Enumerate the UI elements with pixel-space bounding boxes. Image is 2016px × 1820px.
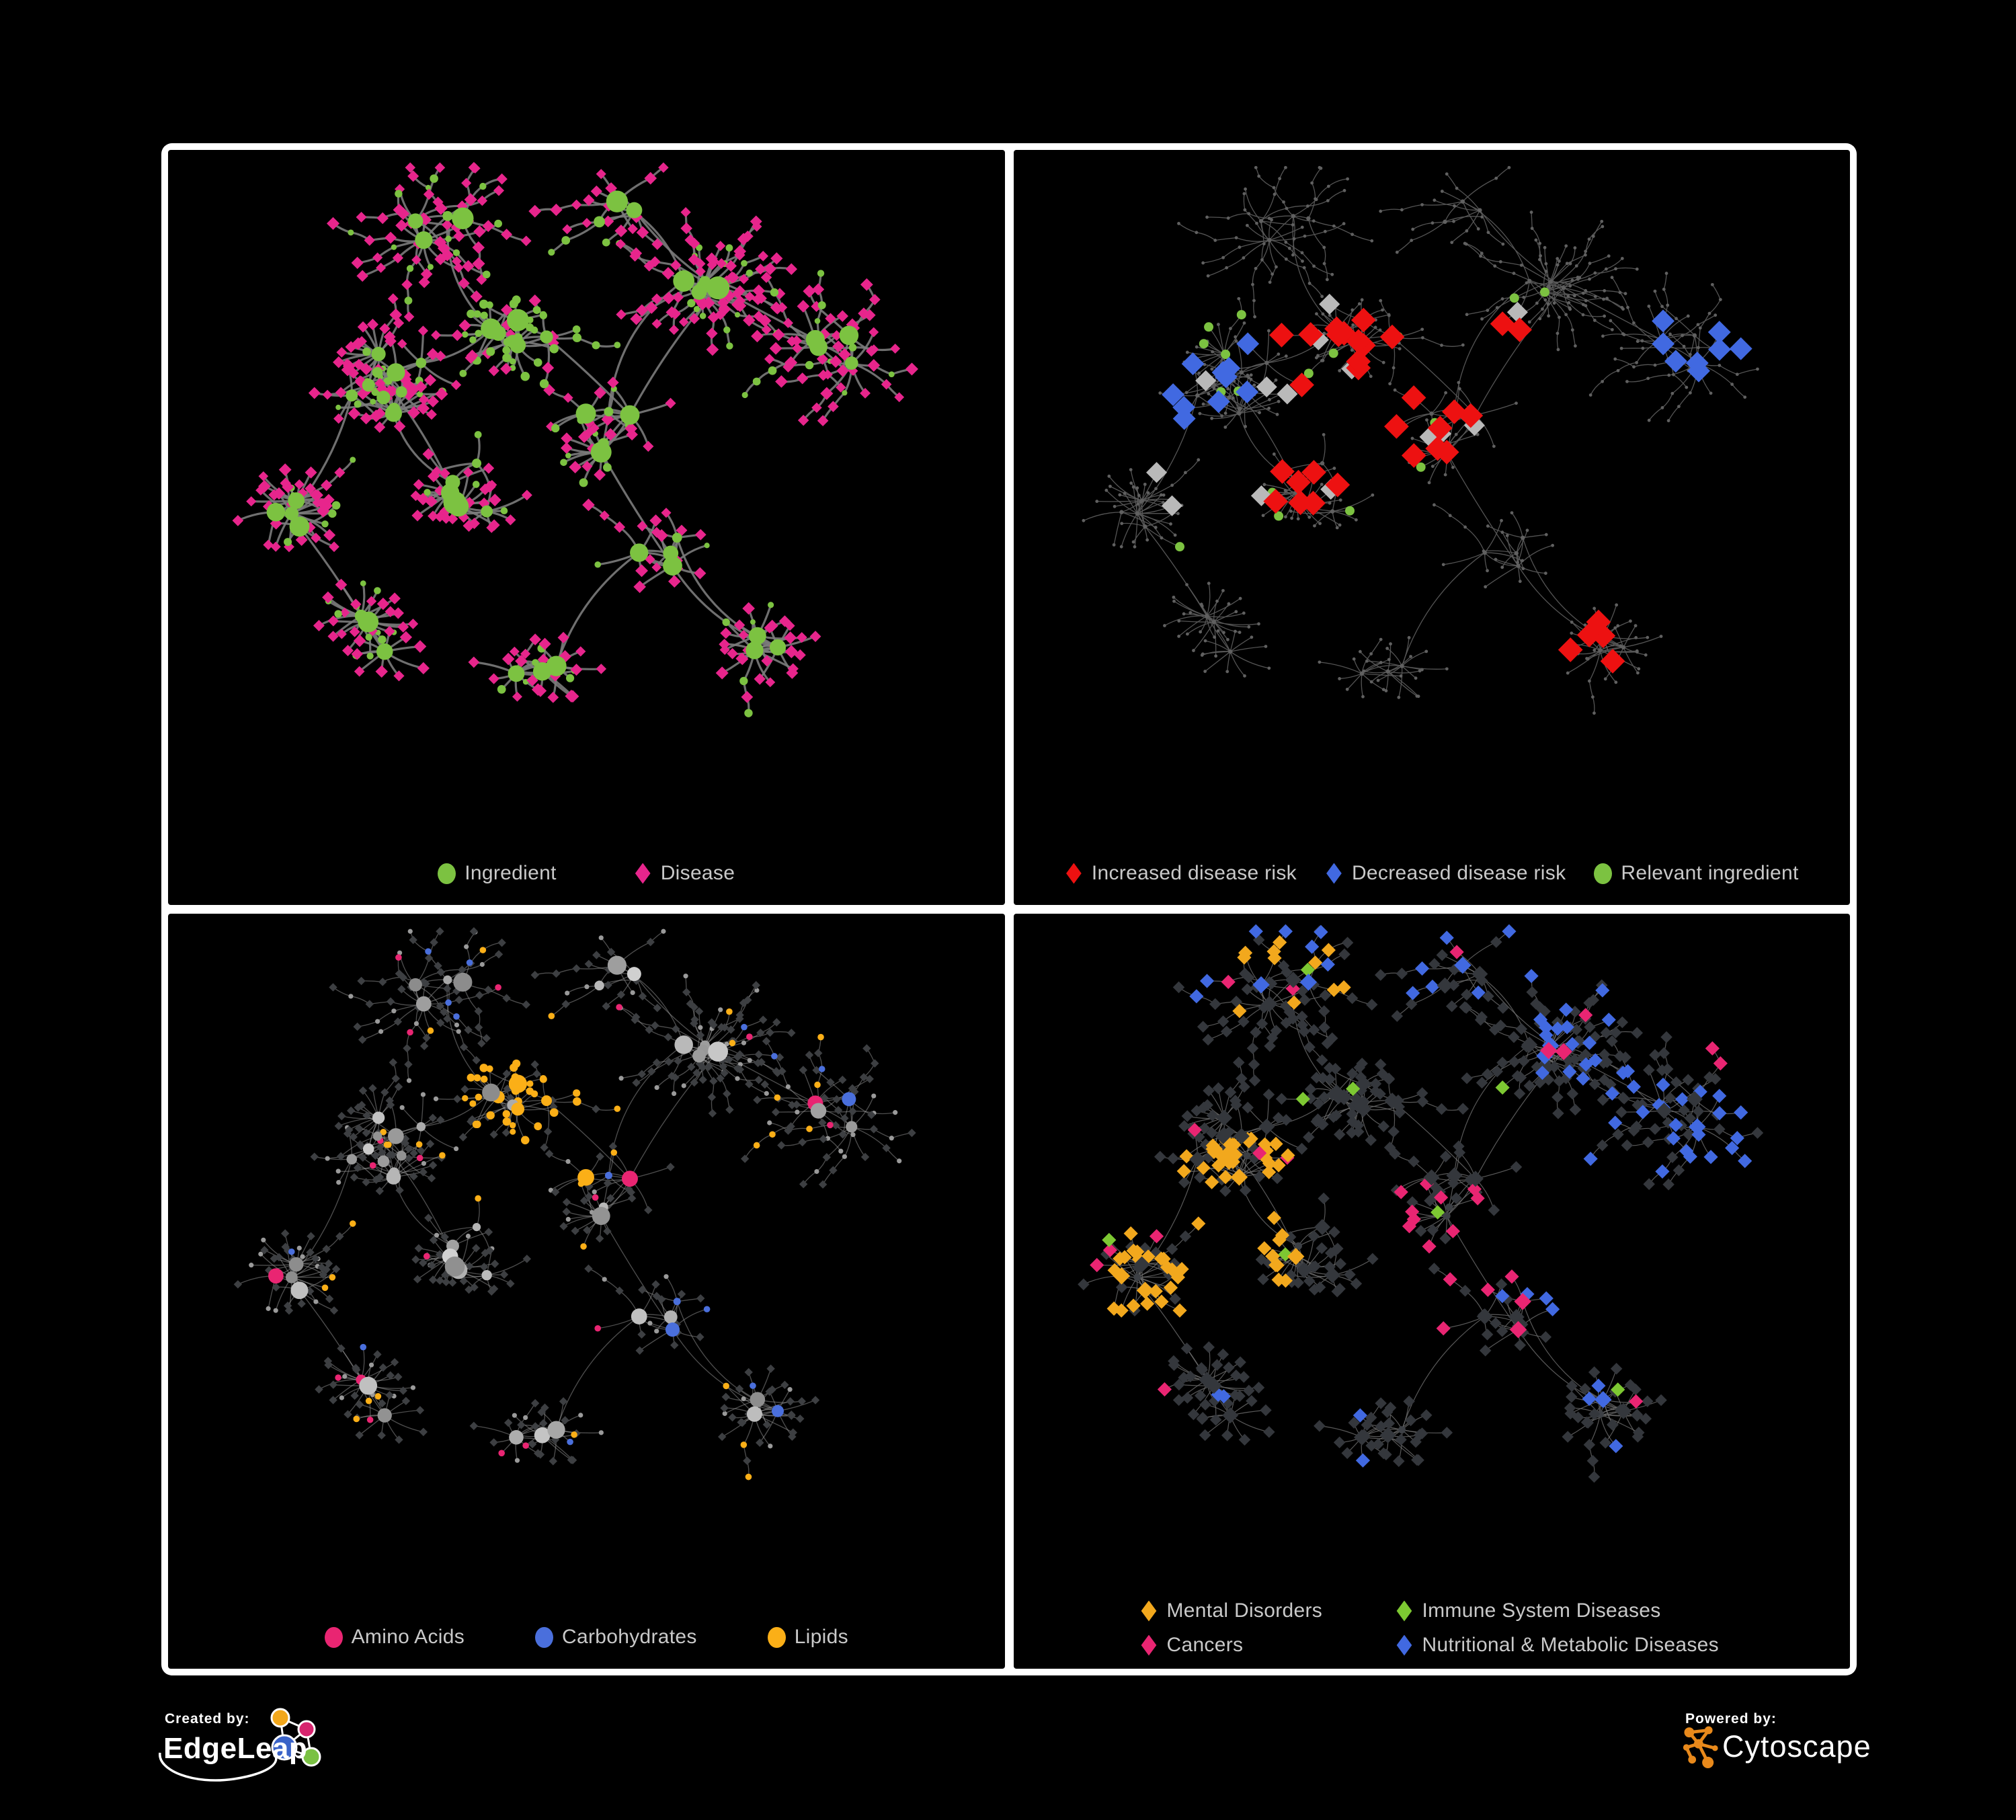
legend-label: Amino Acids (351, 1626, 465, 1648)
disease-marker-icon (635, 863, 651, 884)
carbohydrates-marker-icon (535, 1626, 553, 1648)
legend-label: Cancers (1166, 1634, 1244, 1656)
legend-label: Disease (660, 862, 735, 884)
powered-by-caption: Powered by: (1685, 1711, 1777, 1727)
relevant-ingredient-marker-icon (1594, 863, 1613, 884)
legend-item: Nutritional & Metabolic Diseases (1396, 1634, 1719, 1657)
legend-item: Amino Acids (324, 1626, 465, 1649)
mental-disorders-marker-icon (1141, 1600, 1157, 1622)
legend-label: Nutritional & Metabolic Diseases (1422, 1634, 1719, 1656)
legend-label: Decreased disease risk (1351, 862, 1566, 884)
legend-label: Relevant ingredient (1621, 862, 1799, 884)
legend-label: Lipids (794, 1626, 848, 1648)
legend-item: Decreased disease risk (1325, 862, 1566, 885)
ingredient-disease-graph (232, 161, 919, 717)
legend-label: Increased disease risk (1091, 862, 1297, 884)
panels-frame: Ingredient Disease Increased disease ris… (161, 143, 1857, 1675)
panel-ingredient-disease: Ingredient Disease (168, 150, 1005, 905)
legend-label: Mental Disorders (1166, 1599, 1323, 1622)
legend-item: Relevant ingredient (1594, 862, 1798, 885)
legend-item: Ingredient (438, 862, 556, 885)
panel-disease-risk: Increased disease risk Decreased disease… (1013, 150, 1851, 905)
decreased-risk-marker-icon (1326, 863, 1342, 884)
legend-item: Disease (634, 862, 735, 885)
legend-item: Mental Disorders (1140, 1599, 1396, 1622)
legend-label: Ingredient (465, 862, 557, 884)
legend-nutrient-classes: Amino Acids Carbohydrates Lipids (168, 1626, 1005, 1649)
legend-item: Cancers (1140, 1634, 1396, 1657)
legend-disease-classes: Mental Disorders Immune System Diseases … (1140, 1599, 1719, 1657)
increased-risk-marker-icon (1066, 863, 1082, 884)
legend-disease-risk: Increased disease risk Decreased disease… (1014, 862, 1851, 885)
cytoscape-brand-text: Cytoscape (1722, 1729, 1871, 1764)
cancers-marker-icon (1141, 1634, 1157, 1656)
legend-item: Carbohydrates (535, 1626, 697, 1649)
edgeleap-brand-text: EdgeLeap (163, 1732, 308, 1765)
edgeleap-logo-icon (159, 1708, 321, 1782)
metabolic-diseases-marker-icon (1396, 1634, 1412, 1656)
lipids-marker-icon (767, 1626, 786, 1648)
legend-item: Increased disease risk (1065, 862, 1297, 885)
cytoscape-logo-icon (1683, 1726, 1718, 1768)
created-by-caption: Created by: (165, 1711, 250, 1727)
legend-item: Lipids (767, 1626, 848, 1649)
immune-diseases-marker-icon (1396, 1600, 1412, 1622)
nutrient-class-graph (233, 927, 916, 1480)
panel-nutrient-classes: Amino Acids Carbohydrates Lipids (168, 914, 1005, 1669)
disease-risk-graph (1081, 165, 1759, 715)
legend-item: Immune System Diseases (1396, 1599, 1719, 1622)
amino-acids-marker-icon (324, 1626, 343, 1648)
legend-ingredient-disease: Ingredient Disease (168, 862, 1005, 885)
panel-disease-classes: Mental Disorders Immune System Diseases … (1013, 914, 1850, 1669)
legend-label: Carbohydrates (562, 1626, 697, 1648)
ingredient-marker-icon (438, 863, 456, 884)
disease-class-graph (1077, 924, 1763, 1483)
legend-label: Immune System Diseases (1422, 1599, 1661, 1622)
